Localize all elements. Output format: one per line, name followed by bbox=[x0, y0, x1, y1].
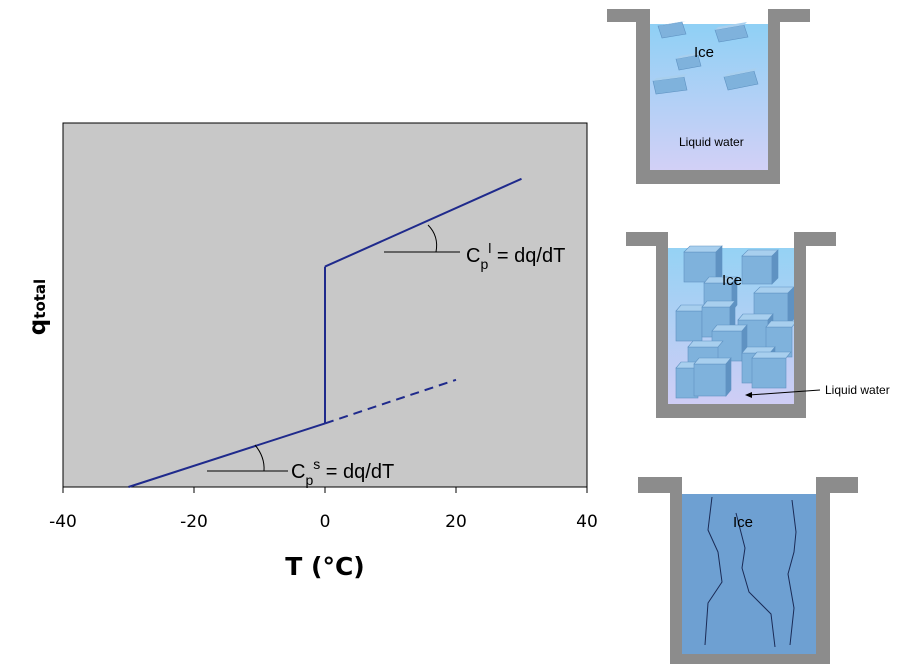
x-tick-label: 0 bbox=[320, 512, 331, 532]
chart: -40 -20 0 20 40 T (°C) qtotal Cpl = dq/d… bbox=[25, 122, 598, 581]
ice-cube bbox=[723, 68, 759, 91]
y-axis-label-main: q bbox=[25, 319, 51, 335]
ice-cube bbox=[693, 357, 732, 397]
series-line bbox=[324, 177, 522, 268]
annotation-liquid-text: Cpl = dq/dT bbox=[466, 240, 565, 272]
frozen-ice bbox=[682, 494, 816, 654]
ice-label: Ice bbox=[722, 272, 742, 289]
ice-cube bbox=[751, 351, 792, 389]
annotation-solid: Cps = dq/dT bbox=[207, 444, 394, 488]
annotation-solid-text: Cps = dq/dT bbox=[291, 456, 394, 488]
liquid-water-label: Liquid water bbox=[679, 135, 744, 149]
ice-cube bbox=[652, 74, 688, 95]
ice-label: Ice bbox=[694, 44, 714, 61]
ice-cube bbox=[753, 286, 795, 326]
ice-cube bbox=[683, 245, 723, 283]
ice-cubes bbox=[675, 245, 798, 399]
x-axis-label: T (°C) bbox=[285, 552, 364, 581]
ice-label: Ice bbox=[733, 514, 753, 531]
angle-arc bbox=[427, 224, 438, 253]
ice-cube bbox=[714, 22, 749, 43]
ice-cube bbox=[741, 249, 779, 285]
x-tick-label: -40 bbox=[49, 512, 77, 532]
arrow-head bbox=[745, 392, 752, 398]
beaker-wall bbox=[607, 9, 810, 184]
angle-arc bbox=[254, 444, 265, 472]
ice-cracks bbox=[704, 496, 797, 648]
ice-cubes bbox=[652, 21, 759, 95]
series-line bbox=[128, 422, 326, 488]
container-middle: Ice Liquid water bbox=[626, 232, 890, 418]
y-axis-label: qtotal bbox=[25, 279, 51, 335]
container-bottom: Ice bbox=[638, 477, 858, 664]
beaker-wall bbox=[638, 477, 858, 664]
x-tick-label: 20 bbox=[445, 512, 467, 532]
beaker-wall bbox=[626, 232, 836, 418]
x-tick-label: 40 bbox=[576, 512, 598, 532]
x-axis: -40 -20 0 20 40 bbox=[49, 487, 598, 532]
x-tick-label: -20 bbox=[180, 512, 208, 532]
series-layer bbox=[128, 177, 522, 488]
ice-cube bbox=[675, 52, 702, 71]
container-top: Ice Liquid water bbox=[607, 9, 810, 184]
pointer-arrow bbox=[748, 389, 821, 396]
ice-cube bbox=[657, 21, 687, 39]
water bbox=[650, 24, 768, 170]
y-axis-label-sub: total bbox=[31, 279, 49, 319]
liquid-water-label: Liquid water bbox=[825, 383, 890, 397]
annotation-liquid: Cpl = dq/dT bbox=[384, 224, 565, 272]
series-line-dashed bbox=[324, 378, 457, 425]
